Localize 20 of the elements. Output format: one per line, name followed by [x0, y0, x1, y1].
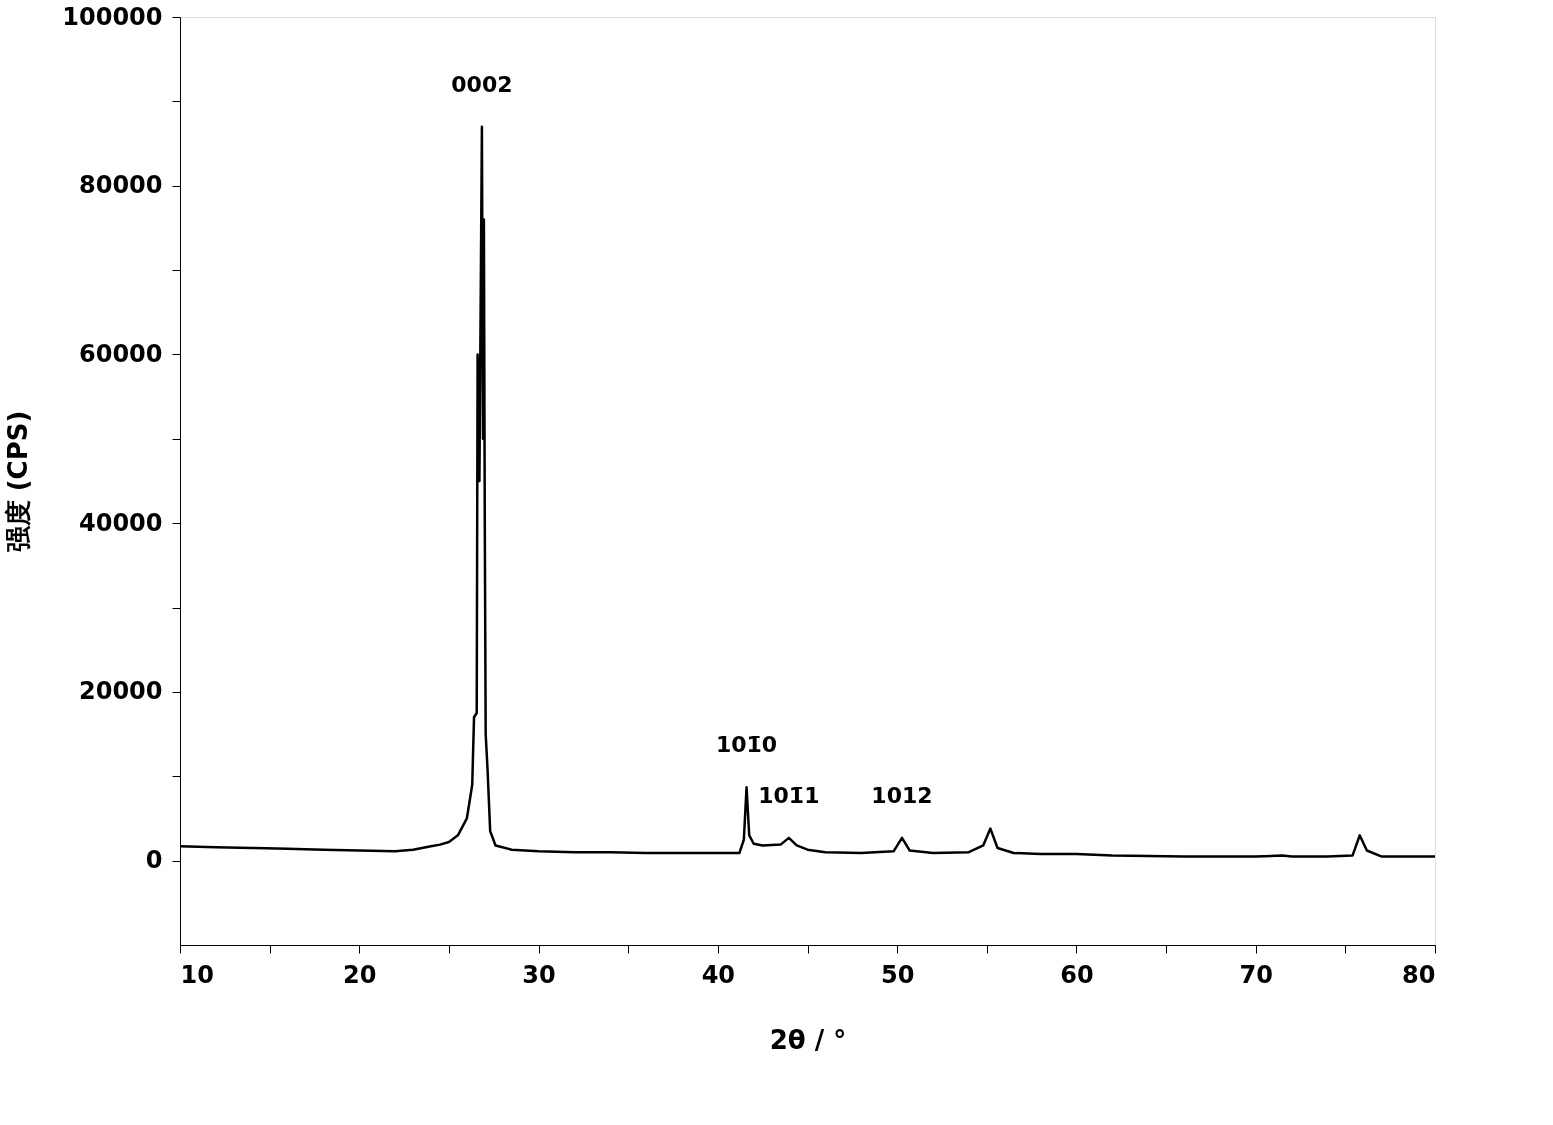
y-tick-label: 100000 [62, 2, 163, 31]
x-tick-label: 10 [180, 960, 214, 989]
x-tick-label: 80 [1402, 960, 1436, 989]
y-axis-title: 强度 (CPS) [3, 410, 34, 553]
y-tick-label: 20000 [79, 677, 163, 706]
x-tick-label: 40 [701, 960, 736, 989]
y-tick-label: 80000 [79, 171, 163, 200]
annotation: 1012 [871, 782, 933, 808]
x-tick-label: 70 [1239, 960, 1273, 989]
x-tick-label: 20 [343, 960, 377, 989]
x-tick-label: 60 [1060, 960, 1094, 989]
annotation: 101̄1 [758, 782, 820, 808]
y-tick-label: 40000 [79, 508, 163, 537]
y-tick-label: 60000 [79, 339, 163, 368]
x-tick-label: 30 [522, 960, 556, 989]
y-tick-label: 0 [145, 846, 163, 875]
annotation: 0002 [451, 71, 513, 97]
x-axis-title: 2θ / ° [769, 1024, 847, 1055]
annotation: 101̄0 [715, 732, 778, 758]
x-tick-label: 50 [880, 960, 915, 989]
